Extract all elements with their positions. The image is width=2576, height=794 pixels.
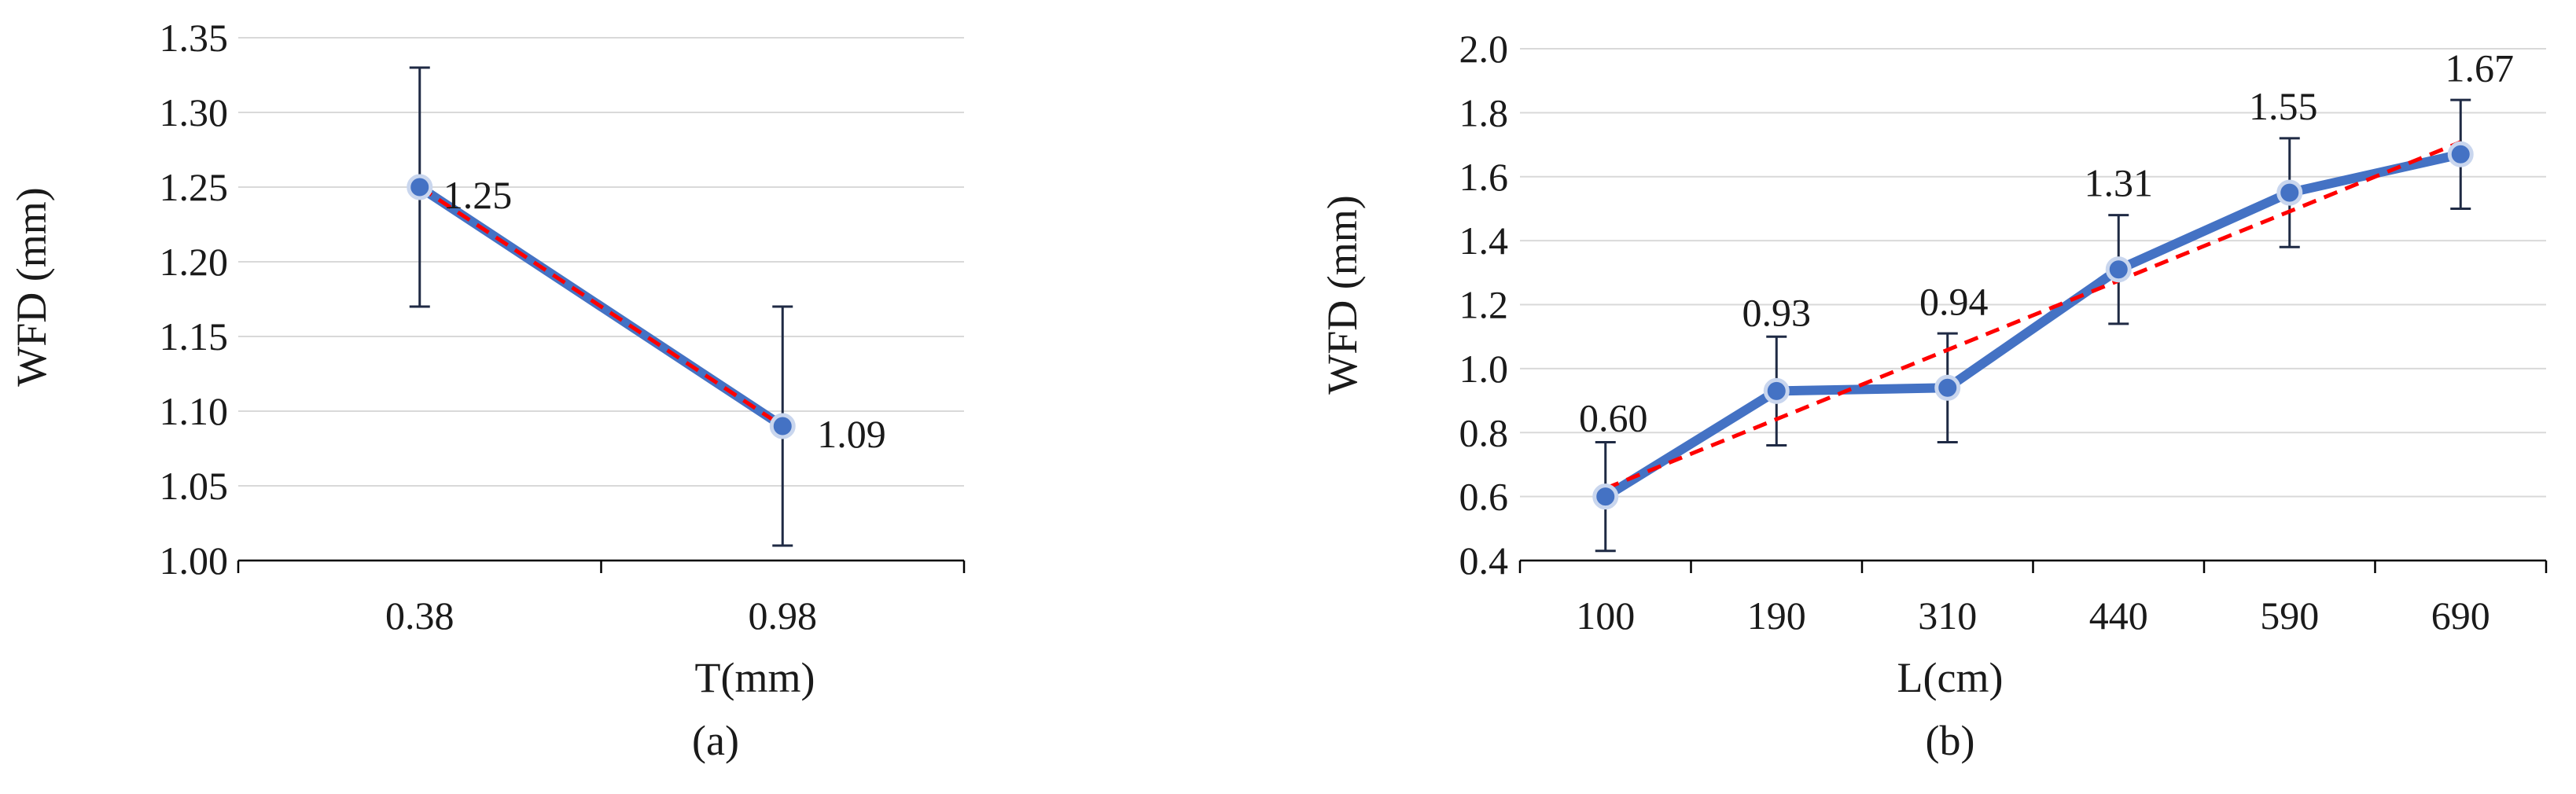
panel-a-data-label: 1.09	[817, 412, 886, 456]
panel-a-y-tick-label: 1.10	[160, 389, 229, 433]
panel-a-y-tick-label: 1.30	[160, 90, 229, 134]
panel-a-y-tick-label: 1.05	[160, 464, 229, 508]
panel-a-y-tick-label: 1.15	[160, 314, 229, 358]
panel-b-data-label: 0.93	[1742, 290, 1812, 334]
panel-b-x-tick-label: 690	[2431, 594, 2490, 638]
panel-a-x-tick-label: 0.38	[385, 594, 454, 638]
panel-b-series-line	[1600, 149, 2466, 502]
panel-b-y-tick-label: 1.2	[1459, 283, 1509, 327]
panel-a-data-point	[407, 174, 433, 200]
panel-b-x-tick-label: 100	[1576, 594, 1635, 638]
panel-b-x-tick-label: 310	[1918, 594, 1977, 638]
panel-b-y-tick-label: 1.0	[1459, 347, 1509, 391]
panel-b-data-point	[1763, 377, 1790, 404]
panel-b-data-label: 1.31	[2085, 161, 2154, 205]
panel-b-y-tick-label: 1.8	[1459, 90, 1509, 134]
panel-a-data-label: 1.25	[443, 173, 513, 217]
panel-b-data-label: 0.94	[1919, 279, 1989, 323]
panel-a-y-tick-label: 1.00	[160, 539, 229, 583]
panel-b-caption: (b)	[1926, 717, 1975, 764]
panel-b-y-axis-title: WFD (mm)	[1319, 195, 1366, 394]
panel-a-caption: (a)	[692, 717, 739, 764]
panel-b-x-axis-title: L(cm)	[1897, 654, 2004, 701]
panel-b-y-tick-label: 0.8	[1459, 410, 1509, 454]
panel-b-y-tick-label: 2.0	[1459, 27, 1509, 71]
panel-b-data-point	[1592, 483, 1619, 510]
panel-b-data-label: 1.67	[2445, 46, 2515, 90]
panel-b-x-tick-label: 190	[1747, 594, 1806, 638]
panel-b-plot: 0.4 0.6 0.8 1.0 1.2 1.4 1.6 1.8 2.0 100 190 310 440 5…	[1459, 27, 2548, 638]
panel-a-x-tick-label: 0.98	[749, 594, 818, 638]
panel-b: 0.4 0.6 0.8 1.0 1.2 1.4 1.6 1.8 2.0 100 190 310 440 5…	[1319, 27, 2548, 764]
panel-a-trendline	[418, 185, 784, 428]
panel-b-data-point	[2105, 256, 2132, 283]
panel-b-data-label: 0.60	[1579, 396, 1648, 440]
panel-b-trendline	[1604, 140, 2462, 491]
panel-a-y-tick-label: 1.35	[160, 16, 229, 60]
panel-a-y-tick-label: 1.20	[160, 240, 229, 284]
panel-a-data-point	[769, 413, 796, 439]
panel-b-data-point	[1934, 374, 1961, 401]
panel-a-x-axis-title: T(mm)	[695, 654, 815, 701]
panel-b-y-tick-label: 0.4	[1459, 539, 1509, 583]
panel-b-x-tick-label: 440	[2089, 594, 2148, 638]
panel-b-data-point	[2447, 141, 2474, 167]
panel-b-y-tick-label: 0.6	[1459, 475, 1509, 519]
panel-a-y-tick-label: 1.25	[160, 165, 229, 209]
panel-a: 1.00 1.05 1.10 1.15 1.20 1.25 1.30 1.35 0.38 0.98…	[8, 16, 966, 764]
panel-b-x-tick-label: 590	[2260, 594, 2319, 638]
panel-b-y-tick-label: 1.4	[1459, 219, 1509, 263]
panel-a-y-axis-title: WFD (mm)	[8, 187, 55, 386]
panel-b-y-tick-label: 1.6	[1459, 155, 1509, 199]
panel-a-plot: 1.00 1.05 1.10 1.15 1.20 1.25 1.30 1.35 0.38 0.98…	[160, 16, 966, 638]
panel-b-data-label: 1.55	[2249, 84, 2318, 128]
panel-b-data-point	[2276, 179, 2303, 206]
